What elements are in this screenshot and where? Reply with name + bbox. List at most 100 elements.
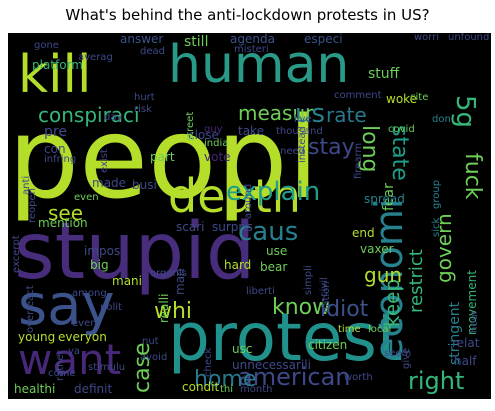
word: case <box>130 342 155 393</box>
word: sick <box>431 217 442 237</box>
word: pre <box>44 124 67 140</box>
word: street <box>185 111 196 141</box>
word: stupid <box>14 207 256 297</box>
word: know <box>272 295 331 320</box>
word: human <box>168 35 350 95</box>
word: death <box>168 169 301 223</box>
word: check <box>203 347 214 377</box>
word: liberti <box>246 286 275 297</box>
word: come <box>48 368 76 379</box>
word-cloud: peopl stupid protest death human kill sa… <box>8 33 491 399</box>
word: peopl <box>8 94 319 224</box>
word: explain <box>226 177 321 207</box>
word: scari <box>176 220 205 234</box>
word: seem <box>384 348 412 359</box>
word: mani <box>112 274 142 288</box>
word: young <box>18 330 56 344</box>
word: relat <box>452 336 480 350</box>
word: dead <box>140 46 165 57</box>
word: kill <box>18 45 92 105</box>
word: excerpt <box>11 235 22 273</box>
word: woke <box>386 92 418 106</box>
word: among <box>72 288 107 299</box>
word: unnecessarili <box>232 358 311 372</box>
word: unfound <box>448 33 490 43</box>
word: hard <box>224 258 252 272</box>
word: bear <box>260 260 288 274</box>
word: definit <box>74 382 113 396</box>
word: conspiraci <box>38 103 140 127</box>
word: mention <box>38 216 88 230</box>
word: india <box>204 138 229 149</box>
word: us <box>295 99 326 129</box>
word: organis <box>150 268 187 279</box>
word: polit <box>100 302 122 313</box>
word: gone <box>34 40 59 51</box>
word: vaxer <box>360 242 394 256</box>
word: nation <box>321 281 332 313</box>
word: protest <box>168 299 403 376</box>
word: surpris <box>212 220 253 234</box>
word: made <box>92 176 127 190</box>
word: ya <box>68 346 81 357</box>
word: part <box>150 150 175 164</box>
word: half <box>454 354 477 368</box>
word: close <box>188 128 219 142</box>
word: busi <box>132 178 157 192</box>
word: everyon <box>58 330 107 344</box>
word: say <box>18 273 115 338</box>
word: stuff <box>368 66 400 82</box>
word: caus <box>238 217 299 247</box>
word: restrict <box>406 249 427 313</box>
word: simpli <box>303 265 314 295</box>
word: comment <box>334 90 382 101</box>
word: covid <box>388 124 415 135</box>
word: even <box>72 318 97 329</box>
word: don <box>432 114 451 125</box>
word: vote <box>204 150 231 164</box>
word: spread <box>364 192 405 206</box>
word: worri <box>414 33 440 43</box>
word: infring <box>44 154 77 165</box>
word: hour <box>469 310 480 333</box>
word: even <box>74 192 99 203</box>
word: risk <box>134 104 152 115</box>
word: want <box>18 335 122 384</box>
word: fuck <box>460 153 485 200</box>
word: firearm <box>353 142 364 179</box>
word: overreact <box>25 285 36 333</box>
word: avoid <box>140 352 168 363</box>
word: local <box>368 324 392 335</box>
word: impos <box>84 244 121 258</box>
word: right <box>408 367 465 395</box>
word: cite <box>410 92 429 103</box>
word: answer <box>120 33 164 46</box>
word: idiot <box>320 297 369 322</box>
word: whi <box>154 299 193 324</box>
word: citizen <box>308 338 348 352</box>
word: thousand <box>276 126 323 137</box>
word: realli <box>157 293 171 323</box>
word: usc <box>232 342 253 356</box>
word: stay <box>308 135 355 160</box>
word: around <box>243 183 254 219</box>
word: guy <box>204 124 223 135</box>
word: big <box>90 258 109 272</box>
word: thi <box>220 384 234 395</box>
word: need <box>280 146 305 157</box>
word: take <box>238 124 264 138</box>
word: con <box>44 142 66 156</box>
word: healthi <box>14 382 56 396</box>
word: misteri <box>234 44 269 55</box>
word: still <box>184 34 209 50</box>
word: condit <box>182 380 220 394</box>
word: hurt <box>134 92 155 103</box>
chart-title: What's behind the anti-lockdown protests… <box>65 6 430 24</box>
word: worth <box>344 372 373 383</box>
word: day <box>104 112 123 123</box>
word: group <box>431 179 442 209</box>
word: rather <box>55 350 66 381</box>
word: measur <box>238 101 314 125</box>
word: exist <box>99 149 110 173</box>
word: platform <box>32 58 83 72</box>
